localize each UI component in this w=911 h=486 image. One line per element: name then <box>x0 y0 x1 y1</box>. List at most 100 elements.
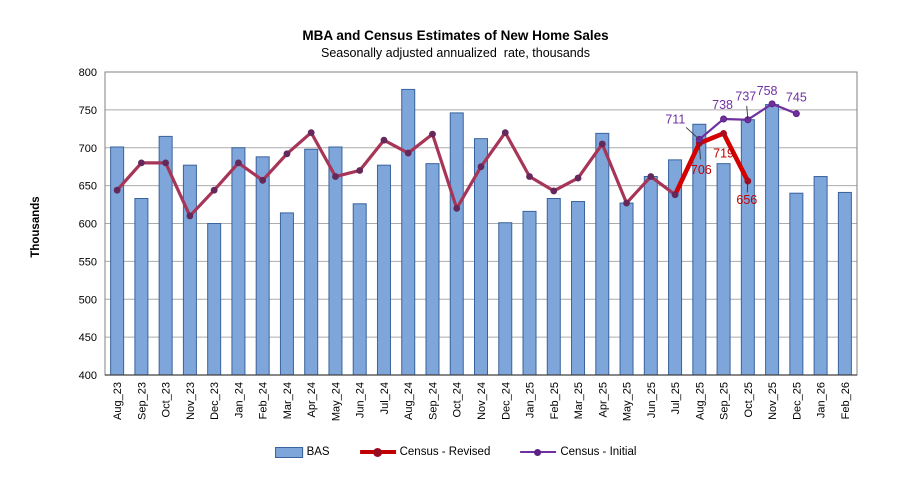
x-axis-label: Oct_24 <box>452 382 464 417</box>
point-label-706: 706 <box>691 163 712 177</box>
x-axis-label: Jan_26 <box>816 382 828 418</box>
point-label-711: 711 <box>665 112 685 126</box>
census-revised-marker <box>720 129 727 137</box>
x-axis-label: Nov_25 <box>767 382 779 420</box>
x-axis-label: Jun_24 <box>355 382 367 418</box>
census-revised-marker <box>380 136 388 144</box>
bar-feb_25 <box>546 198 561 376</box>
bar-dec_23 <box>207 223 222 376</box>
point-label-758: 758 <box>757 84 778 98</box>
x-axis-label: Oct_25 <box>743 382 755 417</box>
census-revised-line <box>115 131 677 218</box>
bar-sep_24 <box>425 163 440 376</box>
census-revised-marker <box>307 129 315 137</box>
census-initial-swatch-icon <box>520 447 557 458</box>
bar-jun_25 <box>643 176 658 376</box>
bar-dec_25 <box>789 192 804 376</box>
label-leader-line <box>698 143 701 160</box>
x-axis-label: Aug_23 <box>112 382 124 420</box>
bar-feb_26 <box>837 191 852 376</box>
x-axis-label: Dec_23 <box>209 382 221 420</box>
bar-jan_24 <box>231 147 246 376</box>
y-tick-label: 500 <box>79 294 97 306</box>
legend: BAS Census - Revised Census - Initial <box>274 446 636 458</box>
x-axis-label: Nov_23 <box>185 382 197 420</box>
bar-jan_25 <box>522 210 537 376</box>
x-axis-label: Jan_25 <box>525 382 537 418</box>
y-tick-label: 600 <box>79 219 97 231</box>
y-tick-label: 700 <box>79 143 97 155</box>
census-revised-marker <box>235 159 242 167</box>
x-axis-label: Apr_24 <box>306 382 318 417</box>
census-revised-marker <box>526 173 533 180</box>
bas-swatch-icon <box>274 446 303 458</box>
census-revised-marker <box>137 159 145 167</box>
census-revised-marker <box>598 140 606 148</box>
bar-oct_24 <box>449 112 464 376</box>
bar-jun_24 <box>352 203 367 376</box>
census-revised-marker <box>477 163 485 171</box>
y-tick-label: 400 <box>79 370 97 382</box>
census-revised-marker <box>429 130 436 138</box>
census-revised-marker <box>210 186 218 194</box>
legend-item-census-initial: Census - Initial <box>520 446 636 458</box>
y-tick-label: 800 <box>79 67 97 79</box>
census-initial-marker <box>792 110 800 118</box>
census-revised-marker <box>259 176 267 184</box>
census-initial-marker <box>720 115 728 123</box>
census-revised-marker <box>671 191 679 199</box>
bar-nov_23 <box>182 164 197 376</box>
x-axis-label: Jul_24 <box>379 382 391 414</box>
bar-mar_24 <box>279 212 294 376</box>
chart-title: MBA and Census Estimates of New Home Sal… <box>302 28 609 43</box>
bar-feb_24 <box>255 156 270 376</box>
label-leader-line <box>746 105 749 120</box>
bar-nov_25 <box>765 104 780 376</box>
x-axis-label: May_25 <box>622 382 634 421</box>
bar-may_25 <box>619 202 634 376</box>
census-revised-marker <box>574 174 582 182</box>
x-axis-label: Oct_23 <box>161 382 173 417</box>
bar-dec_24 <box>498 222 513 376</box>
census-revised-marker <box>283 150 291 158</box>
legend-label-census-revised: Census - Revised <box>399 446 491 458</box>
census-initial-marker <box>768 100 776 108</box>
bar-mar_25 <box>571 201 586 376</box>
legend-label-census-initial: Census - Initial <box>560 446 637 458</box>
x-axis-label: Feb_24 <box>258 382 270 419</box>
x-axis-label: May_24 <box>330 382 342 421</box>
census-revised-marker <box>550 187 558 195</box>
bar-aug_25 <box>692 123 707 376</box>
census-revised-marker <box>113 186 121 194</box>
bar-sep_23 <box>134 198 149 376</box>
census-revised-swatch-icon <box>359 447 396 458</box>
bar-may_24 <box>328 146 343 376</box>
point-label-745: 745 <box>786 91 807 105</box>
x-axis-label: Mar_25 <box>573 382 585 419</box>
x-axis-label: Jul_25 <box>670 382 682 414</box>
x-axis-label: Aug_24 <box>403 382 415 420</box>
x-axis-label: Dec_25 <box>791 382 803 420</box>
legend-item-census-revised: Census - Revised <box>359 446 491 458</box>
x-axis-label: Sep_25 <box>719 382 731 420</box>
point-label-737: 737 <box>735 90 756 104</box>
y-tick-label: 550 <box>79 256 97 268</box>
census-revised-marker <box>647 173 655 180</box>
legend-label-bas: BAS <box>306 446 330 458</box>
census-revised-marker <box>404 149 412 157</box>
x-axis-label: Feb_25 <box>549 382 561 419</box>
census-revised-marker <box>453 204 461 212</box>
x-axis-label: Mar_24 <box>282 382 294 419</box>
label-leader-line <box>685 127 700 140</box>
x-axis-label: Nov_24 <box>476 382 488 420</box>
y-tick-label: 450 <box>79 332 97 344</box>
census-revised-marker <box>332 173 339 180</box>
census-revised-marker <box>186 212 194 220</box>
bar-jan_26 <box>813 176 828 376</box>
bar-apr_25 <box>595 132 610 376</box>
bar-apr_24 <box>304 148 319 376</box>
bar-oct_25 <box>740 119 755 376</box>
x-axis-label: Apr_25 <box>597 382 609 417</box>
